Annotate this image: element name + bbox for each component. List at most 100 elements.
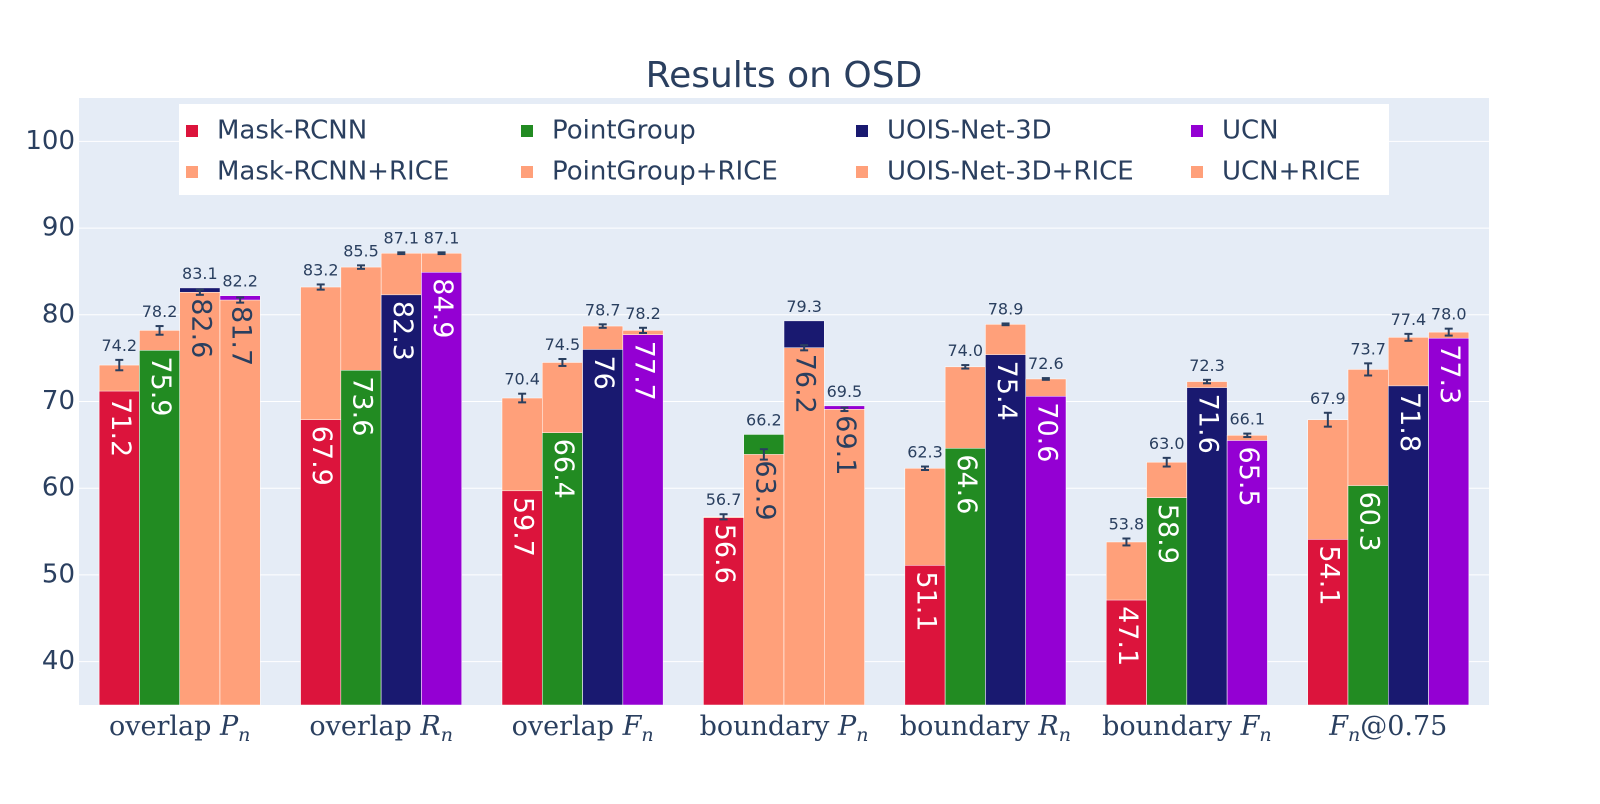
x-tick-part: F — [1328, 711, 1349, 742]
value-label: 79.3 — [786, 297, 822, 316]
bar — [1428, 337, 1470, 706]
bar — [904, 565, 946, 706]
value-label: 74.5 — [545, 335, 581, 354]
bar — [783, 347, 825, 706]
x-tick-part: n — [641, 724, 653, 746]
value-label-inside: 65.5 — [1233, 447, 1264, 507]
y-tick-label: 60 — [42, 473, 75, 503]
bar — [1186, 387, 1228, 706]
value-label: 72.3 — [1189, 356, 1225, 375]
value-label-inside: 63.9 — [749, 460, 780, 520]
value-label: 63.0 — [1149, 434, 1185, 453]
bar — [139, 350, 180, 706]
legend-swatch — [186, 125, 198, 137]
value-label: 69.5 — [827, 382, 863, 401]
bar — [179, 291, 221, 706]
value-label: 77.4 — [1391, 310, 1427, 329]
x-tick-part: n — [1059, 724, 1071, 746]
bar — [1146, 497, 1188, 706]
value-label-inside: 75.9 — [145, 356, 176, 416]
value-label: 53.8 — [1109, 515, 1145, 534]
y-tick-label: 50 — [42, 559, 75, 589]
bar — [501, 490, 543, 706]
x-tick-part: n — [1348, 724, 1360, 746]
legend-label: PointGroup+RICE — [552, 157, 778, 187]
bar — [1347, 485, 1389, 706]
legend — [179, 104, 1389, 195]
bar — [380, 294, 422, 706]
legend-swatch — [856, 125, 868, 137]
x-tick-part: overlap — [512, 711, 623, 742]
value-label-inside: 75.4 — [991, 361, 1022, 421]
bar — [703, 517, 744, 706]
legend-label: UOIS-Net-3D — [887, 116, 1052, 146]
value-label: 67.9 — [1310, 389, 1346, 408]
bar — [219, 299, 261, 706]
legend-label: Mask-RCNN — [217, 116, 367, 146]
value-label-inside: 76 — [588, 355, 619, 389]
value-label: 56.7 — [706, 490, 742, 509]
legend-label: UOIS-Net-3D+RICE — [887, 157, 1134, 187]
bar — [582, 349, 624, 706]
legend-label: PointGroup — [552, 116, 696, 146]
value-label-inside: 73.6 — [347, 376, 378, 436]
value-label-inside: 67.9 — [306, 426, 337, 486]
value-label-inside: 59.7 — [508, 497, 539, 557]
x-tick-label: overlap Pn — [109, 711, 250, 746]
x-tick-part: n — [238, 724, 250, 746]
x-tick-part: n — [856, 724, 868, 746]
value-label: 72.6 — [1028, 354, 1064, 373]
x-tick-part: P — [837, 711, 857, 742]
value-label: 66.2 — [746, 410, 782, 429]
x-tick-label: boundary Fn — [1102, 711, 1271, 746]
value-label: 78.2 — [625, 304, 661, 323]
value-label-inside: 58.9 — [1152, 504, 1183, 564]
value-label-inside: 64.6 — [951, 454, 982, 514]
value-label-inside: 70.6 — [1031, 402, 1062, 462]
value-label-inside: 60.3 — [1354, 492, 1385, 552]
value-label-inside: 54.1 — [1313, 545, 1344, 605]
value-label-inside: 66.4 — [548, 439, 579, 499]
bar — [743, 454, 785, 706]
x-tick-label: Fn@0.75 — [1328, 711, 1447, 746]
value-label: 87.1 — [383, 228, 419, 247]
value-label: 78.0 — [1431, 305, 1467, 324]
x-tick-part: R — [419, 711, 440, 742]
bar — [98, 390, 140, 706]
value-label-inside: 77.7 — [629, 341, 660, 401]
bar — [542, 432, 583, 706]
value-label: 87.1 — [424, 228, 460, 247]
x-tick-part: n — [441, 724, 453, 746]
x-tick-label: boundary Pn — [700, 711, 869, 746]
x-tick-label: overlap Rn — [309, 711, 453, 746]
value-label-inside: 84.9 — [427, 278, 458, 338]
x-tick-part: F — [1240, 711, 1261, 742]
x-tick-part: n — [1259, 724, 1271, 746]
x-tick-part: boundary — [1102, 711, 1240, 742]
value-label: 85.5 — [343, 241, 379, 260]
x-tick-part: F — [622, 711, 643, 742]
value-label-inside: 77.3 — [1434, 344, 1465, 404]
y-tick-label: 40 — [42, 646, 75, 676]
bar — [1226, 440, 1268, 706]
legend-swatch — [521, 166, 533, 178]
x-tick-label: overlap Fn — [512, 711, 654, 746]
bar — [300, 419, 342, 706]
value-label: 70.4 — [504, 370, 540, 389]
value-label: 78.7 — [585, 300, 621, 319]
value-label-inside: 71.8 — [1394, 392, 1425, 452]
x-tick-part: P — [219, 711, 239, 742]
y-tick-label: 100 — [25, 126, 75, 156]
bar — [1388, 385, 1429, 706]
value-label: 78.9 — [988, 299, 1024, 318]
value-label-inside: 82.6 — [185, 298, 216, 358]
value-label: 83.1 — [182, 264, 218, 283]
bar — [421, 272, 462, 706]
value-label-inside: 71.6 — [1193, 394, 1224, 454]
bar — [824, 409, 865, 706]
value-label: 78.2 — [142, 302, 178, 321]
legend-swatch — [1191, 125, 1203, 137]
value-label: 73.7 — [1350, 339, 1386, 358]
legend-swatch — [521, 125, 533, 137]
